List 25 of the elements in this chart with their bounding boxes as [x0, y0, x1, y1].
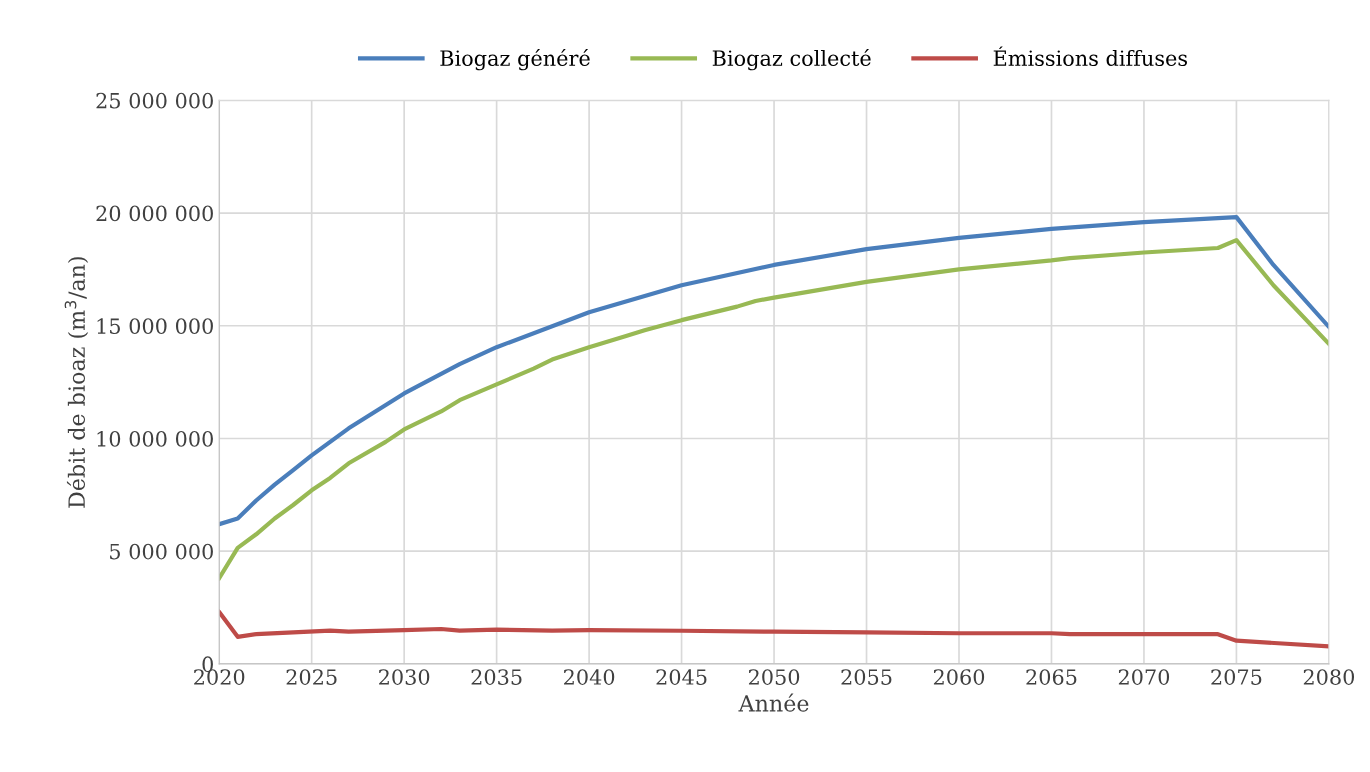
x-tick-label: 2065 [1026, 669, 1077, 685]
x-tick-label: 2055 [841, 669, 892, 685]
x-tick-label: 2040 [564, 669, 615, 685]
legend-label: Biogaz collecté [712, 49, 871, 71]
line-series [219, 238, 1329, 581]
x-tick-label: 2080 [1303, 669, 1355, 685]
y-tick-label: 25 000 000 [96, 92, 213, 109]
y-tick-label: 10 000 000 [97, 430, 213, 447]
y-tick-label: 20 000 000 [96, 205, 213, 222]
x-axis-title: Année [738, 693, 809, 712]
x-tick-label: 2050 [748, 669, 800, 685]
line-series [219, 609, 1329, 649]
y-tick-label: 15 000 000 [97, 318, 213, 334]
x-tick-label: 2045 [656, 669, 707, 685]
y-axis-title: Débit de bioaz (m$^{3}$/an) [64, 257, 89, 508]
legend-label: Biogaz généré [440, 49, 590, 71]
legend-label: Émissions diffuses [993, 46, 1187, 67]
x-tick-label: 2030 [379, 669, 430, 685]
x-tick-label: 2035 [471, 669, 522, 685]
line-series [219, 215, 1329, 527]
x-tick-label: 2075 [1211, 669, 1262, 685]
y-tick-label: 5 000 000 [110, 543, 213, 560]
x-tick-label: 2070 [1118, 669, 1170, 685]
x-tick-label: 2025 [286, 669, 337, 685]
x-tick-label: 2060 [933, 669, 985, 685]
